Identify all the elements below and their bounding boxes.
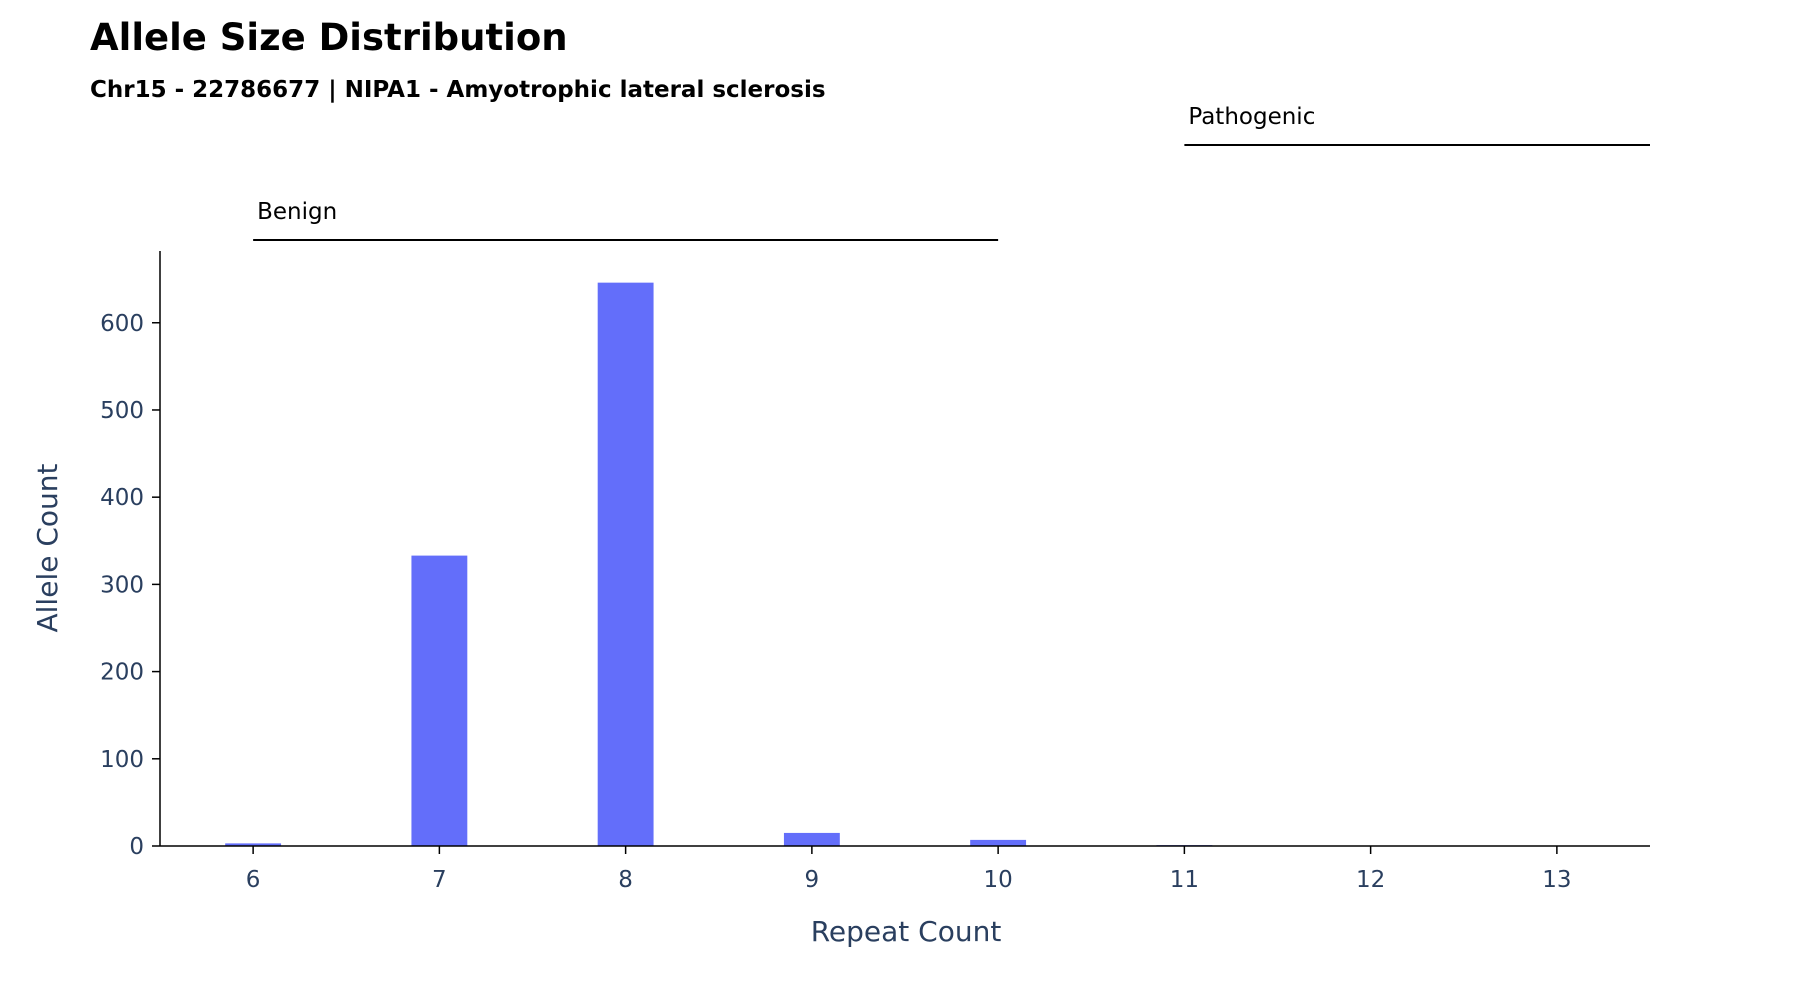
chart-title: Allele Size Distribution	[90, 16, 568, 59]
x-tick-label-11: 11	[1170, 867, 1199, 893]
benign-range-label: Benign	[257, 199, 337, 225]
x-axis-title: Repeat Count	[811, 915, 1002, 948]
x-tick-label-12: 12	[1356, 867, 1385, 893]
bar-8[interactable]	[597, 282, 654, 846]
y-tick-label-500: 500	[100, 398, 144, 424]
y-tick-label-0: 0	[129, 834, 144, 860]
axes: 6 7 8 9 10 11 12 13 0 100 200 300 400 500 600	[100, 251, 1650, 893]
x-tick-label-6: 6	[246, 867, 261, 893]
y-axis-title: Allele Count	[31, 463, 64, 632]
y-tick-label-200: 200	[100, 660, 144, 686]
x-tick-label-8: 8	[618, 867, 633, 893]
x-tick-label-13: 13	[1542, 867, 1571, 893]
bar-10[interactable]	[970, 839, 1027, 846]
y-tick-label-100: 100	[100, 747, 144, 773]
bar-6[interactable]	[225, 843, 282, 846]
chart-subtitle: Chr15 - 22786677 | NIPA1 - Amyotrophic l…	[90, 77, 826, 103]
x-tick-label-10: 10	[983, 867, 1012, 893]
y-tick-label-600: 600	[100, 311, 144, 337]
bar-9[interactable]	[783, 832, 840, 846]
y-tick-label-400: 400	[100, 485, 144, 511]
pathogenic-range-label: Pathogenic	[1188, 104, 1315, 130]
bars	[225, 282, 1213, 846]
y-tick-label-300: 300	[100, 572, 144, 598]
x-tick-label-7: 7	[432, 867, 447, 893]
range-annotations: Benign Pathogenic	[253, 104, 1650, 241]
bar-7[interactable]	[411, 555, 468, 846]
x-tick-label-9: 9	[805, 867, 820, 893]
